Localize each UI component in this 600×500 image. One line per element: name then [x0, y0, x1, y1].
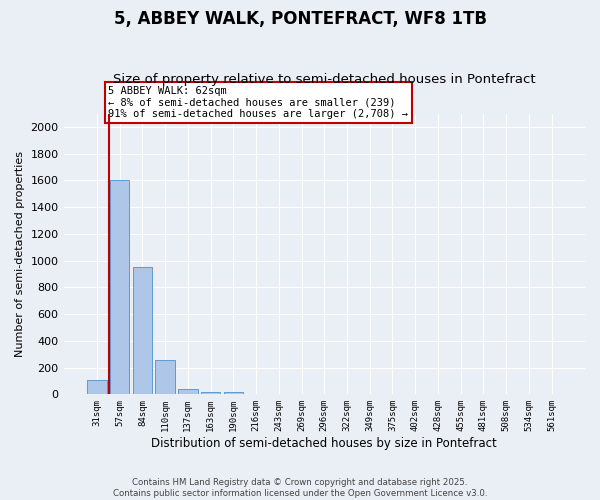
X-axis label: Distribution of semi-detached houses by size in Pontefract: Distribution of semi-detached houses by …	[151, 437, 497, 450]
Text: 5 ABBEY WALK: 62sqm
← 8% of semi-detached houses are smaller (239)
91% of semi-d: 5 ABBEY WALK: 62sqm ← 8% of semi-detache…	[108, 86, 408, 119]
Bar	[133, 268, 152, 394]
Text: Contains HM Land Registry data © Crown copyright and database right 2025.
Contai: Contains HM Land Registry data © Crown c…	[113, 478, 487, 498]
Y-axis label: Number of semi-detached properties: Number of semi-detached properties	[15, 151, 25, 357]
Title: Size of property relative to semi-detached houses in Pontefract: Size of property relative to semi-detach…	[113, 73, 536, 86]
Bar	[155, 360, 175, 394]
Bar	[87, 380, 107, 394]
Bar	[178, 389, 197, 394]
Bar	[224, 392, 243, 394]
Bar	[110, 180, 130, 394]
Text: 5, ABBEY WALK, PONTEFRACT, WF8 1TB: 5, ABBEY WALK, PONTEFRACT, WF8 1TB	[113, 10, 487, 28]
Bar	[201, 392, 220, 394]
